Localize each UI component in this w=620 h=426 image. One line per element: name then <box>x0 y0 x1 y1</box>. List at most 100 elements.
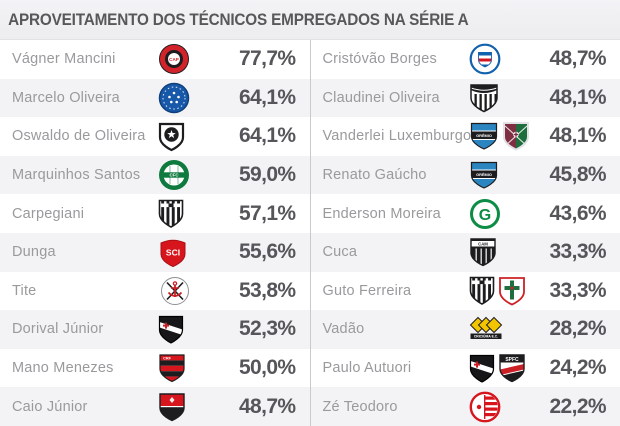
table-row: Caio Júnior 48,7% <box>0 387 310 426</box>
crest-atletico-pr-icon: CAP <box>159 44 189 75</box>
club-crest-group: CRF <box>158 352 230 384</box>
svg-text:SCI: SCI <box>166 248 180 258</box>
coach-name: Enderson Moreira <box>322 205 441 222</box>
coach-name: Guto Ferreira <box>322 282 412 299</box>
club-crest-group <box>158 275 230 307</box>
table-row: Carpegiani 57,1% <box>0 194 310 233</box>
crest-internacional-icon: SCI <box>160 240 186 268</box>
coaches-table: Vágner Mancini CAP 77,7% Marcelo Oliveir… <box>0 40 620 426</box>
club-crest-group <box>158 82 230 114</box>
club-crest-group <box>469 82 541 114</box>
win-percentage: 33,3% <box>549 278 606 302</box>
win-percentage: 77,7% <box>238 47 296 71</box>
club-crest-group: SCI <box>158 236 230 268</box>
club-crest-group: CRICIÚMA E.C. <box>469 314 541 344</box>
club-crest-group: G <box>469 198 541 230</box>
crest-vasco-icon <box>158 315 184 344</box>
table-row: Tite 53,8% <box>0 272 310 311</box>
crest-coritiba-icon: CFC <box>159 160 189 191</box>
club-crest-group: SPFC <box>469 352 541 384</box>
win-percentage: 43,6% <box>549 201 606 225</box>
win-percentage: 52,3% <box>238 317 296 341</box>
club-crest-group: CAM <box>469 236 541 268</box>
right-column: Cristóvão Borges 48,7% Claudinei Oliveir… <box>309 40 620 426</box>
coach-name: Renato Gaúcho <box>322 167 427 184</box>
svg-text:GRÊMIO: GRÊMIO <box>476 172 492 177</box>
win-percentage: 48,7% <box>238 394 296 418</box>
crest-ponte-preta-icon <box>158 199 184 229</box>
club-crest-group <box>469 275 541 307</box>
club-crest-group <box>469 43 541 75</box>
coach-name: Dunga <box>12 244 56 261</box>
crest-vitoria-icon <box>159 392 185 421</box>
coach-name: Zé Teodoro <box>322 398 398 415</box>
win-percentage: 55,6% <box>238 240 296 264</box>
coach-name: Dorival Júnior <box>12 321 104 338</box>
coach-name: Claudinei Oliveira <box>322 89 440 106</box>
table-row: Renato Gaúcho GRÊMIO 45,8% <box>310 155 620 195</box>
club-crest-group <box>158 121 230 152</box>
table-row: Claudinei Oliveira 48,1% <box>310 78 620 118</box>
coach-name: Marquinhos Santos <box>12 167 141 184</box>
coach-name: Vadão <box>322 321 365 338</box>
coach-name: Carpegiani <box>12 205 85 222</box>
crest-bahia-icon <box>469 43 500 75</box>
crest-santos-icon <box>469 84 498 113</box>
coach-name: Vágner Mancini <box>12 51 116 68</box>
coach-name: Caio Júnior <box>12 398 88 415</box>
table-row: Cristóvão Borges 48,7% <box>311 40 620 79</box>
svg-text:CAM: CAM <box>478 242 488 247</box>
club-crest-group: GRÊMIO <box>469 159 541 191</box>
svg-text:CRICIÚMA E.C.: CRICIÚMA E.C. <box>473 334 497 339</box>
crest-gremio-icon: GRÊMIO <box>470 123 497 151</box>
table-row: Paulo Autuori SPFC 24,2% <box>311 349 620 388</box>
win-percentage: 45,8% <box>549 163 606 187</box>
crest-ponte-preta-icon <box>469 277 494 306</box>
table-row: Vágner Mancini CAP 77,7% <box>0 40 310 79</box>
coach-name: Oswaldo de Oliveira <box>12 128 146 145</box>
svg-text:CRF: CRF <box>163 357 171 361</box>
svg-text:CAP: CAP <box>169 57 179 62</box>
win-percentage: 48,1% <box>549 85 606 109</box>
win-percentage: 28,2% <box>549 317 606 341</box>
win-percentage: 64,1% <box>238 124 296 148</box>
crest-nautico-icon <box>469 391 500 423</box>
svg-text:CFC: CFC <box>169 172 179 177</box>
win-percentage: 59,0% <box>238 163 296 187</box>
win-percentage: 53,8% <box>238 278 296 302</box>
win-percentage: 33,3% <box>549 240 606 264</box>
header-bar: APROVEITAMENTO DOS TÉCNICOS EMPREGADOS N… <box>0 0 620 40</box>
crest-flamengo-icon: CRF <box>159 354 185 383</box>
crest-fluminense-icon <box>502 122 529 152</box>
club-crest-group: CFC <box>158 159 230 191</box>
table-row: Guto Ferreira 33,3% <box>311 272 620 311</box>
win-percentage: 22,2% <box>549 394 606 418</box>
coach-name: Marcelo Oliveira <box>12 89 120 106</box>
coach-name: Vanderlei Luxemburgo <box>322 128 472 145</box>
club-crest-group <box>469 391 541 423</box>
table-row: Oswaldo de Oliveira 64,1% <box>0 117 310 156</box>
win-percentage: 50,0% <box>238 356 296 380</box>
table-row: Mano Menezes CRF 50,0% <box>0 349 310 388</box>
table-row: Vanderlei Luxemburgo GRÊMIO 48,1% <box>311 117 620 156</box>
svg-text:GRÊMIO: GRÊMIO <box>476 133 492 138</box>
svg-text:G: G <box>478 207 490 224</box>
crest-criciuma-icon: CRICIÚMA E.C. <box>469 317 502 340</box>
club-crest-group: CAP <box>158 43 230 75</box>
table-row: Dunga SCI 55,6% <box>0 232 310 272</box>
crest-gremio-icon: GRÊMIO <box>470 161 497 189</box>
coach-name: Cristóvão Borges <box>322 51 437 68</box>
coach-name: Tite <box>12 282 37 299</box>
win-percentage: 48,1% <box>549 124 606 148</box>
svg-text:SPFC: SPFC <box>505 357 519 363</box>
page-title: APROVEITAMENTO DOS TÉCNICOS EMPREGADOS N… <box>8 9 469 29</box>
coach-name: Mano Menezes <box>12 360 114 377</box>
table-row: Cuca CAM 33,3% <box>310 232 620 272</box>
table-row: Marcelo Oliveira 64,1% <box>0 78 310 118</box>
crest-sao-paulo-icon: SPFC <box>498 354 525 383</box>
crest-goias-icon: G <box>469 198 500 229</box>
crest-botafogo-icon <box>158 122 185 152</box>
win-percentage: 57,1% <box>238 201 296 225</box>
crest-portuguesa-icon <box>498 276 525 306</box>
